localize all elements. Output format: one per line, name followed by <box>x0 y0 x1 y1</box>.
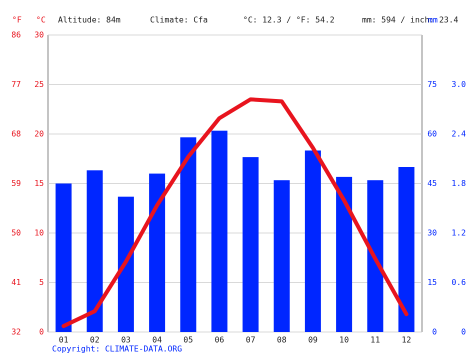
y-tick-label-f: 77 <box>11 80 21 89</box>
bar <box>304 150 321 332</box>
y2-tick-label: 75 <box>427 80 437 89</box>
x-tick-label: 01 <box>59 336 69 345</box>
y2-tick-label: 15 <box>427 278 437 287</box>
y3-tick-label: 2.4 <box>452 130 467 139</box>
unit-c: °C <box>36 16 46 25</box>
copyright: Copyright: CLIMATE-DATA.ORG <box>52 345 182 354</box>
x-tick-label: 09 <box>308 336 318 345</box>
y-tick-label-f: 59 <box>11 179 21 188</box>
y-tick-label-c: 5 <box>39 278 44 287</box>
y3-tick-label: 1.8 <box>452 179 467 188</box>
bar <box>242 157 259 332</box>
y2-tick-label: 60 <box>427 130 437 139</box>
x-tick-label: 08 <box>277 336 287 345</box>
temp-avg: °C: 12.3 / °F: 54.2 <box>243 16 335 25</box>
x-tick-label: 06 <box>215 336 225 345</box>
unit-f: °F <box>12 16 22 25</box>
x-tick-label: 10 <box>339 336 349 345</box>
y2-tick-label: 30 <box>427 229 437 238</box>
y-tick-label-f: 32 <box>11 328 21 337</box>
x-tick-label: 07 <box>246 336 256 345</box>
y-tick-label-f: 86 <box>11 31 21 40</box>
y-tick-label-c: 0 <box>39 328 44 337</box>
unit-mm: mm <box>428 16 438 25</box>
bar <box>398 167 415 332</box>
precip-total: mm: 594 / inch: 23.4 <box>362 16 459 25</box>
x-tick-label: 04 <box>152 336 162 345</box>
y2-tick-label: 45 <box>427 179 437 188</box>
y-tick-label-c: 15 <box>34 179 44 188</box>
climate: Climate: Cfa <box>150 16 208 25</box>
y2-tick-label: 0 <box>432 328 437 337</box>
y3-tick-label: 0.6 <box>452 278 467 287</box>
altitude: Altitude: 84m <box>58 16 121 25</box>
x-tick-label: 03 <box>121 336 131 345</box>
y-tick-label-f: 50 <box>11 229 21 238</box>
bar <box>336 176 353 332</box>
y-tick-label-f: 68 <box>11 130 21 139</box>
bar <box>86 170 103 332</box>
y-tick-label-c: 20 <box>34 130 44 139</box>
temperature-line <box>61 97 409 329</box>
y-tick-label-c: 25 <box>34 80 44 89</box>
y-tick-label-f: 41 <box>11 278 21 287</box>
bar <box>180 137 197 332</box>
y3-tick-label: 1.2 <box>452 229 467 238</box>
x-tick-label: 02 <box>90 336 100 345</box>
y-tick-label-c: 30 <box>34 31 44 40</box>
y3-tick-label: 0 <box>461 328 466 337</box>
bar <box>55 183 72 332</box>
bar <box>273 180 290 332</box>
x-tick-label: 11 <box>370 336 380 345</box>
x-tick-label: 05 <box>183 336 193 345</box>
y-tick-label-c: 10 <box>34 229 44 238</box>
bar <box>211 130 228 332</box>
y3-tick-label: 3.0 <box>452 80 467 89</box>
x-tick-label: 12 <box>402 336 412 345</box>
